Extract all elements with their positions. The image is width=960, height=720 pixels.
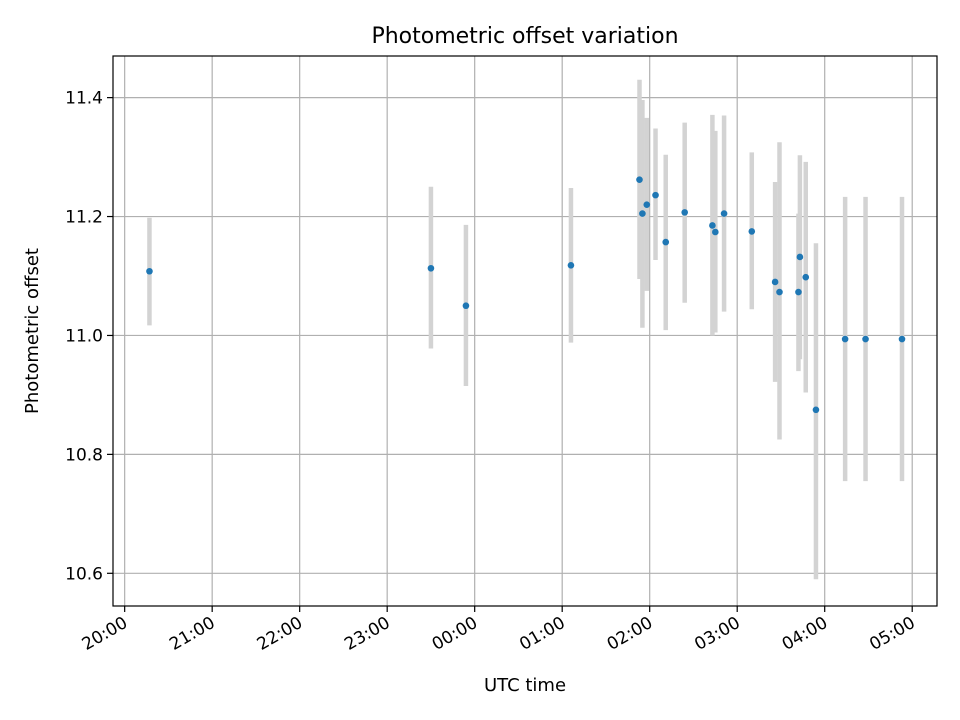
data-point — [643, 201, 651, 208]
data-point — [146, 267, 153, 275]
data-point — [662, 238, 670, 246]
x-tick-label: 01:00 — [516, 613, 568, 655]
data-point — [681, 209, 688, 216]
grid — [113, 56, 937, 606]
data-point — [776, 288, 783, 296]
x-tick-label: 02:00 — [604, 613, 656, 655]
x-tick-label: 04:00 — [779, 613, 831, 655]
y-axis: 10.6 10.8 11.0 11.2 11.4 — [65, 89, 113, 584]
data-point — [796, 253, 804, 261]
x-axis-label: UTC time — [484, 675, 566, 696]
data-point — [802, 273, 810, 281]
data-point — [427, 264, 435, 272]
x-tick-label: 00:00 — [429, 613, 481, 655]
y-tick-label: 10.6 — [65, 564, 103, 584]
x-tick-label: 23:00 — [341, 613, 393, 655]
plot-frame — [112, 55, 938, 607]
x-tick-label: 03:00 — [691, 613, 743, 655]
data-point — [636, 176, 643, 183]
y-tick-label: 11.4 — [65, 89, 103, 109]
data-point — [898, 335, 906, 343]
data-points — [146, 176, 906, 414]
x-tick-label: 05:00 — [866, 613, 918, 655]
data-point — [462, 302, 470, 310]
data-point — [812, 406, 820, 414]
data-point — [709, 222, 716, 229]
data-point — [862, 335, 869, 343]
data-point — [639, 210, 646, 217]
y-tick-label: 10.8 — [65, 445, 103, 465]
x-tick-label: 21:00 — [166, 613, 218, 655]
data-point — [748, 228, 756, 235]
data-point — [567, 261, 575, 269]
y-tick-label: 11.0 — [65, 326, 103, 346]
x-tick-label: 22:00 — [254, 613, 306, 655]
data-point — [720, 210, 728, 217]
y-tick-label: 11.2 — [65, 208, 103, 228]
data-point — [712, 228, 719, 236]
x-tick-label: 20:00 — [79, 613, 131, 655]
error-bars — [147, 79, 905, 580]
chart-title: Photometric offset variation — [371, 24, 678, 49]
data-point — [841, 335, 849, 343]
data-point — [652, 191, 659, 199]
x-axis: 20:00 21:00 22:00 23:00 00:00 01:00 02:00 03:00… — [79, 606, 919, 655]
data-point — [795, 288, 802, 296]
y-axis-label: Photometric offset — [22, 248, 43, 414]
data-point — [771, 278, 779, 286]
